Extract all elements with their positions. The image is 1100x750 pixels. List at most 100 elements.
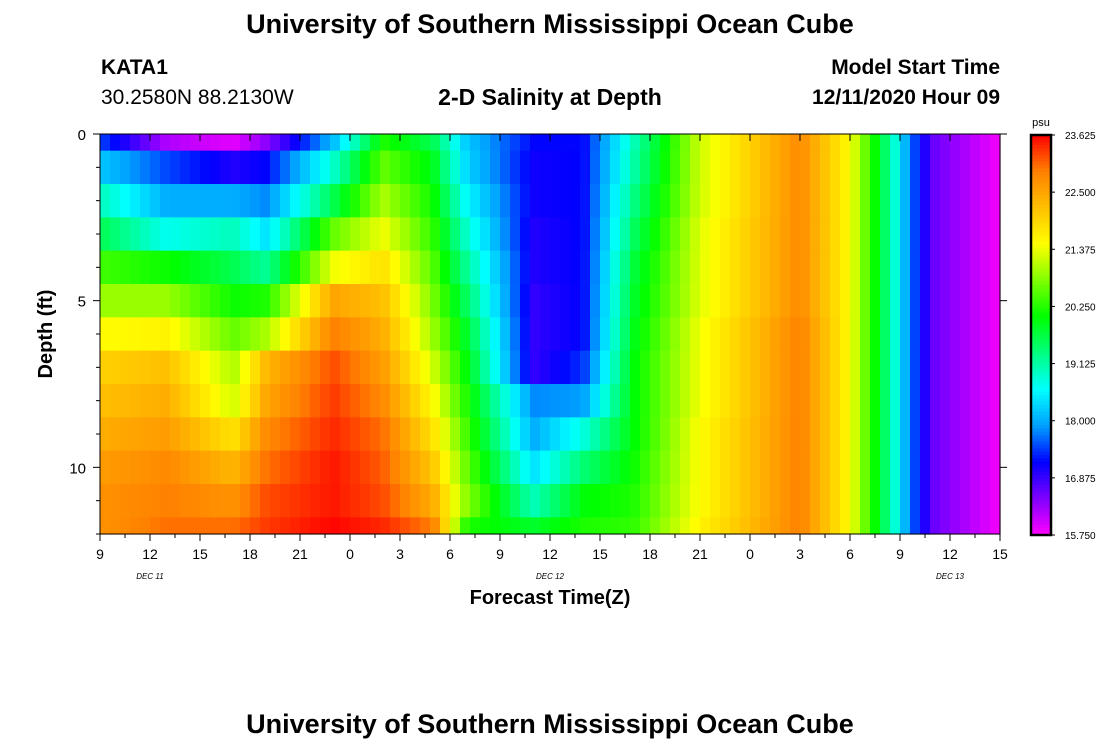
heatmap-cell [960, 284, 971, 318]
heatmap-cell [990, 517, 1001, 535]
heatmap-cell [230, 417, 241, 452]
heatmap-cell [200, 184, 211, 218]
x-tick-label: 9 [896, 546, 904, 562]
heatmap-cell [320, 350, 331, 385]
heatmap-cell [210, 350, 221, 385]
heatmap-cell [490, 134, 501, 152]
heatmap-cell [840, 484, 851, 518]
heatmap-cell [760, 350, 771, 385]
heatmap-cell [920, 250, 931, 285]
heatmap-cell [790, 250, 801, 285]
heatmap-cell [730, 484, 741, 518]
heatmap-cell [720, 484, 731, 518]
heatmap-cell [510, 384, 521, 418]
heatmap-cell [720, 384, 731, 418]
heatmap-cell [430, 284, 441, 318]
heatmap-cell [600, 250, 611, 285]
heatmap-cell [340, 134, 351, 152]
colorbar-segment [1031, 528, 1051, 533]
heatmap-cell [120, 317, 131, 352]
heatmap-cell [530, 150, 541, 185]
heatmap-cell [660, 417, 671, 452]
heatmap-cell [170, 517, 181, 535]
heatmap-cell [300, 384, 311, 418]
heatmap-cell [880, 284, 891, 318]
heatmap-cell [700, 517, 711, 535]
heatmap-cell [120, 250, 131, 285]
heatmap-cell [950, 284, 961, 318]
heatmap-cell [620, 150, 631, 185]
heatmap-cell [690, 184, 701, 218]
heatmap-cell [920, 184, 931, 218]
heatmap-cell [930, 417, 941, 452]
heatmap-cell [440, 317, 451, 352]
colorbar-segment [1031, 475, 1051, 479]
colorbar-segment [1031, 391, 1051, 396]
heatmap-cell [790, 184, 801, 218]
colorbar-segment [1031, 315, 1051, 319]
heatmap-cell [150, 317, 161, 352]
heatmap-cell [330, 317, 341, 352]
heatmap-cell [250, 217, 261, 252]
heatmap-cell [510, 250, 521, 285]
heatmap-cell [420, 384, 431, 418]
heatmap-cell [660, 350, 671, 385]
heatmap-cell [270, 217, 281, 252]
colorbar-segment [1031, 438, 1051, 443]
colorbar-segment [1031, 288, 1051, 293]
heatmap-cell [560, 217, 571, 252]
heatmap-cell [310, 184, 321, 218]
heatmap-cell [400, 484, 411, 518]
heatmap-cell [920, 317, 931, 352]
heatmap-cell [220, 134, 231, 152]
heatmap-cell [300, 150, 311, 185]
heatmap-cell [150, 417, 161, 452]
heatmap-cell [130, 517, 141, 535]
heatmap-cell [620, 184, 631, 218]
heatmap-cell [530, 250, 541, 285]
heatmap-cell [450, 134, 461, 152]
colorbar-segment [1031, 411, 1051, 416]
heatmap-cell [280, 250, 291, 285]
heatmap-cell [900, 250, 911, 285]
heatmap-cell [650, 150, 661, 185]
heatmap-cell [160, 517, 171, 535]
heatmap-cell [200, 284, 211, 318]
heatmap-cell [670, 317, 681, 352]
heatmap-cell [110, 317, 121, 352]
heatmap-cell [210, 317, 221, 352]
heatmap-cell [770, 150, 781, 185]
heatmap-cell [600, 217, 611, 252]
heatmap-cell [560, 350, 571, 385]
heatmap-cell [830, 150, 841, 185]
heatmap-cell [540, 484, 551, 518]
heatmap-cell [470, 250, 481, 285]
colorbar-segment [1031, 305, 1051, 309]
heatmap-cell [940, 184, 951, 218]
heatmap-cell [200, 517, 211, 535]
heatmap-cell [720, 284, 731, 318]
heatmap-cell [330, 250, 341, 285]
heatmap-cell [290, 450, 301, 485]
x-day-label: DEC 13 [936, 572, 965, 581]
heatmap-cell [300, 250, 311, 285]
heatmap-cell [410, 450, 421, 485]
heatmap-cell [330, 184, 341, 218]
heatmap-cell [590, 350, 601, 385]
heatmap-cell [230, 350, 241, 385]
heatmap-cell [700, 150, 711, 185]
heatmap-cell [810, 484, 821, 518]
heatmap-cell [780, 217, 791, 252]
heatmap-cell [650, 417, 661, 452]
heatmap-cell [840, 450, 851, 485]
heatmap-cell [310, 350, 321, 385]
heatmap-cell [620, 250, 631, 285]
heatmap-cell [360, 450, 371, 485]
heatmap-cell [130, 317, 141, 352]
heatmap-cell [430, 350, 441, 385]
heatmap-cell [250, 350, 261, 385]
heatmap-cell [840, 184, 851, 218]
heatmap-cell [810, 150, 821, 185]
colorbar-tick-label: 18.000 [1065, 417, 1096, 428]
heatmap-cell [160, 384, 171, 418]
